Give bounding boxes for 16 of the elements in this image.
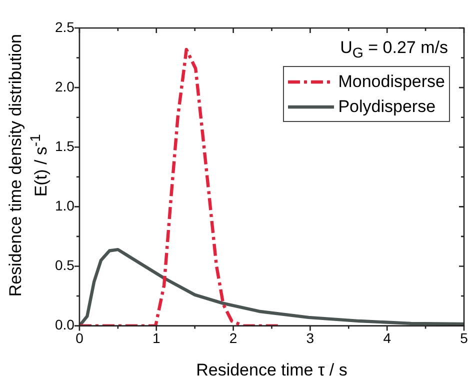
x-tick-label: 3	[306, 330, 314, 346]
x-axis-title: Residence time τ / s	[196, 360, 348, 380]
y-tick-label: 2.5	[54, 18, 75, 35]
x-tick-label: 0	[76, 330, 84, 346]
x-tick-label: 1	[152, 330, 160, 346]
annotation: U$_{G}$ = 0.27 m/s	[340, 38, 448, 62]
y-tick-label: 2.0	[54, 78, 75, 94]
x-tick-label: 2	[229, 330, 238, 346]
legend-label: Polydisperse	[338, 96, 436, 116]
x-tick-label: 5	[460, 330, 468, 346]
text: 0.0	[54, 316, 74, 333]
y-tick-label: 1.5	[54, 138, 75, 154]
y-tick-label: 1.0	[54, 198, 75, 214]
x-tick-label: 4	[383, 330, 392, 346]
y-tick-label: 0.5	[54, 257, 75, 274]
legend-label: Monodisperse	[338, 72, 445, 92]
